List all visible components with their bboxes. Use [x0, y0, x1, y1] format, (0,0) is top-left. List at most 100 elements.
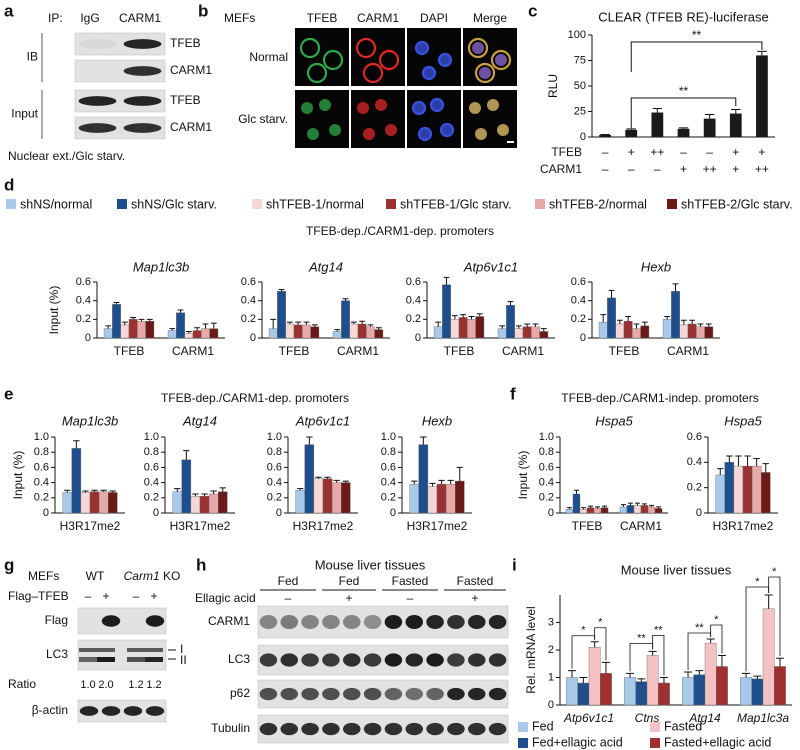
blot-band	[145, 648, 163, 652]
micrograph	[351, 90, 405, 148]
error-bar	[443, 276, 450, 285]
micrograph	[463, 90, 517, 148]
x-tick-label: H3R17me2	[713, 519, 774, 533]
cell	[467, 37, 489, 59]
label: β-actin	[32, 703, 68, 717]
bar	[475, 316, 485, 339]
bar	[208, 493, 219, 514]
label: +	[150, 589, 157, 603]
y-tick-label: 0.4	[571, 295, 586, 307]
significance-bracket	[594, 627, 607, 661]
condition-mark: +	[758, 145, 765, 159]
bar	[217, 491, 228, 514]
bar	[190, 496, 201, 514]
blot-band	[363, 687, 382, 701]
condition-label: TFEB	[551, 145, 582, 159]
panel-label: f	[510, 384, 516, 403]
blot-strip	[77, 639, 167, 671]
blot-band	[322, 653, 340, 667]
label: TFEB	[170, 93, 201, 107]
y-tick-label: 0	[250, 332, 256, 344]
blot-band	[259, 614, 278, 630]
blot-band	[79, 657, 97, 662]
cell	[378, 49, 400, 71]
bar	[623, 321, 633, 339]
bar	[103, 328, 113, 339]
error-bar	[438, 479, 445, 485]
bar	[724, 462, 735, 514]
condition-mark: –	[628, 162, 635, 176]
error-bar	[652, 107, 663, 113]
blot-band	[259, 722, 278, 736]
bar	[322, 478, 333, 514]
bar	[654, 508, 663, 514]
label: LC3	[46, 647, 68, 661]
blot-band	[363, 722, 382, 736]
blot-band	[101, 706, 121, 716]
bar	[619, 506, 628, 514]
y-tick-label: 2	[548, 644, 554, 656]
blot-band	[123, 123, 162, 133]
error-bar	[620, 504, 626, 507]
error-bar	[333, 479, 340, 483]
error-bar	[608, 289, 615, 298]
error-bar	[641, 321, 648, 326]
error-bar	[177, 309, 184, 313]
bar	[293, 324, 303, 339]
significance: *	[755, 576, 760, 588]
y-tick-label: 0.4	[687, 456, 702, 468]
error-bar	[468, 316, 475, 320]
blot-band	[259, 687, 278, 701]
bar	[531, 326, 540, 339]
label: Normal	[249, 50, 288, 64]
error-bar	[588, 505, 593, 508]
error-bar	[532, 323, 539, 327]
y-tick-label: 75	[574, 54, 586, 66]
error-bar	[656, 506, 662, 509]
nucleus	[497, 124, 509, 136]
y-tick-label: 0.8	[539, 446, 554, 458]
label: Ellagic acid	[195, 591, 256, 605]
y-tick-label: 1.0	[144, 431, 159, 443]
legend-label: shTFEB-1/normal	[266, 197, 364, 211]
blot-strip	[257, 644, 509, 676]
significance-bracket	[630, 97, 737, 128]
bar	[89, 491, 100, 514]
error-bar	[138, 318, 145, 322]
bar	[579, 509, 588, 514]
blot-band	[447, 687, 465, 701]
error-bar	[776, 657, 784, 667]
label: Flag–TFEB	[8, 589, 69, 603]
error-bar	[201, 493, 208, 497]
error-bar	[678, 127, 689, 129]
error-bar	[460, 314, 467, 318]
bar	[646, 655, 659, 706]
blot-band	[343, 687, 361, 701]
bar	[635, 681, 648, 706]
bar	[62, 492, 73, 514]
bar	[615, 323, 625, 339]
legend-swatch	[535, 199, 545, 209]
error-bar	[672, 283, 679, 292]
bar	[593, 508, 602, 514]
error-bar	[342, 298, 349, 301]
bar	[756, 55, 768, 137]
blot-band	[488, 614, 507, 630]
chart-title: CLEAR (TFEB RE)-luciferase	[598, 9, 768, 24]
nucleus	[469, 102, 481, 114]
y-tick-label: 0	[415, 332, 421, 344]
bar	[181, 459, 192, 514]
x-tick-label: H3R17me2	[407, 519, 468, 533]
error-bar	[581, 507, 586, 510]
bar	[107, 492, 118, 514]
error-bar	[568, 670, 576, 678]
error-bar	[595, 506, 600, 509]
blot-band	[79, 706, 99, 716]
y-tick-label: 0	[580, 131, 586, 143]
bar	[366, 326, 375, 339]
cell	[474, 62, 496, 84]
condition-mark: +	[732, 145, 739, 159]
y-axis-label: Input (%)	[516, 451, 530, 500]
label: II	[180, 653, 187, 667]
blot-band	[384, 614, 403, 630]
